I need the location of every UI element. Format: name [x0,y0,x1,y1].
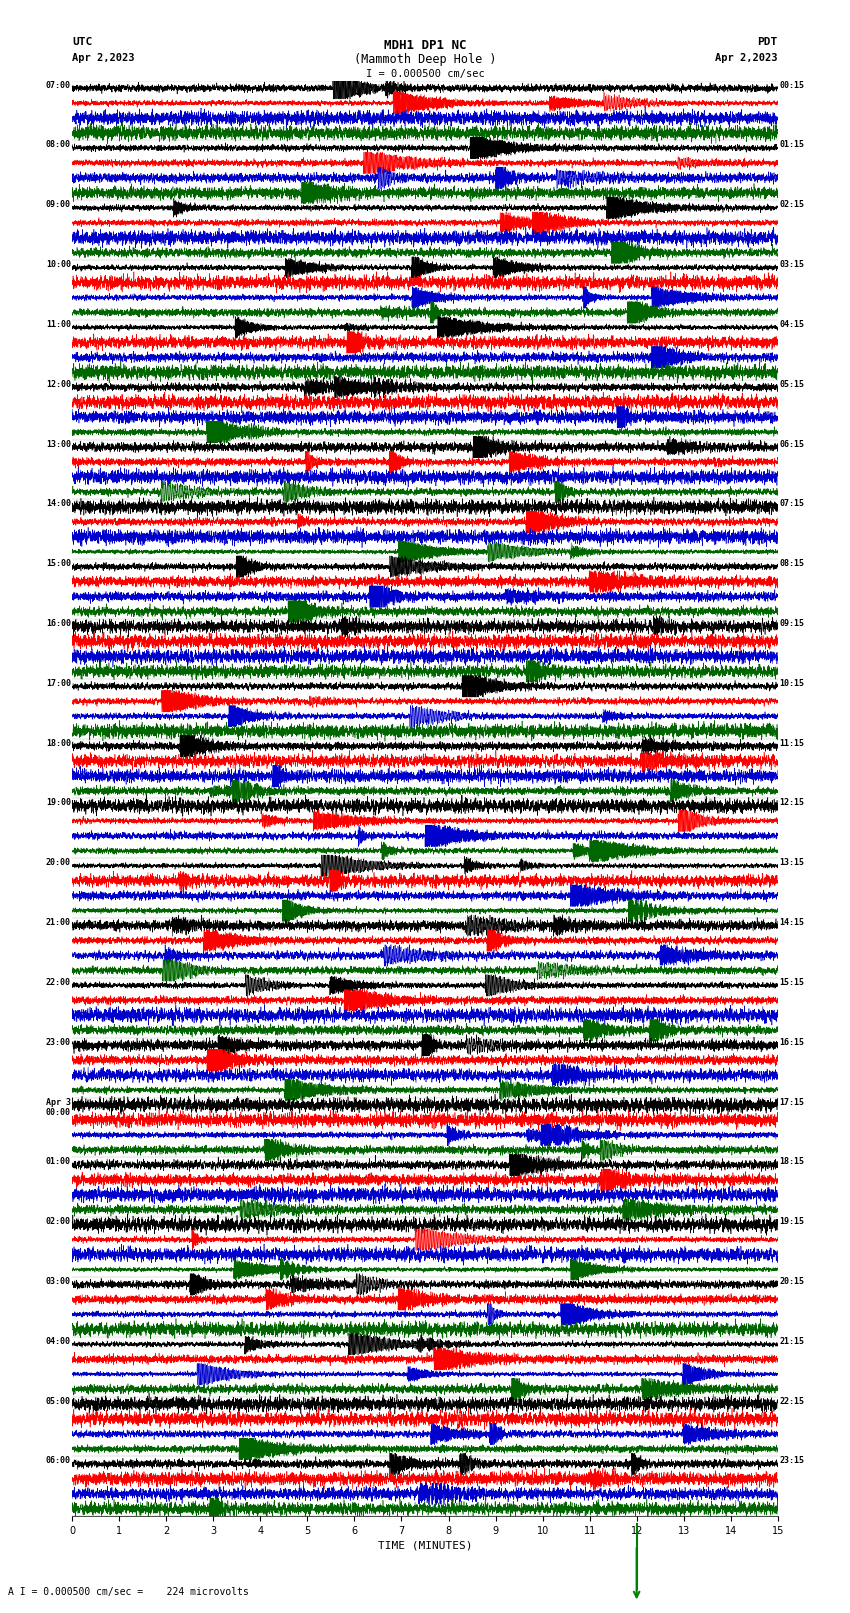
Text: 06:00: 06:00 [46,1457,71,1465]
Text: 00:15: 00:15 [779,81,804,90]
Text: 12:00: 12:00 [46,379,71,389]
Text: 20:00: 20:00 [46,858,71,868]
X-axis label: TIME (MINUTES): TIME (MINUTES) [377,1540,473,1550]
Text: 03:00: 03:00 [46,1277,71,1286]
Text: (Mammoth Deep Hole ): (Mammoth Deep Hole ) [354,53,496,66]
Text: 11:15: 11:15 [779,739,804,747]
Text: 05:00: 05:00 [46,1397,71,1405]
Text: Apr 2,2023: Apr 2,2023 [715,53,778,63]
Text: 22:15: 22:15 [779,1397,804,1405]
Text: 01:15: 01:15 [779,140,804,150]
Text: 17:15: 17:15 [779,1097,804,1107]
Text: 05:15: 05:15 [779,379,804,389]
Text: A I = 0.000500 cm/sec =    224 microvolts: A I = 0.000500 cm/sec = 224 microvolts [8,1587,249,1597]
Text: Apr 2,2023: Apr 2,2023 [72,53,135,63]
Text: 08:00: 08:00 [46,140,71,150]
Text: 03:15: 03:15 [779,260,804,269]
Text: 10:15: 10:15 [779,679,804,687]
Text: 02:15: 02:15 [779,200,804,210]
Text: 13:00: 13:00 [46,440,71,448]
Text: Apr 3
00:00: Apr 3 00:00 [46,1097,71,1116]
Text: 16:15: 16:15 [779,1037,804,1047]
Text: PDT: PDT [757,37,778,47]
Text: 15:00: 15:00 [46,560,71,568]
Text: 02:00: 02:00 [46,1218,71,1226]
Text: 21:15: 21:15 [779,1337,804,1345]
Text: 01:00: 01:00 [46,1158,71,1166]
Text: 16:00: 16:00 [46,619,71,627]
Text: 10:00: 10:00 [46,260,71,269]
Text: 15:15: 15:15 [779,977,804,987]
Text: 04:15: 04:15 [779,319,804,329]
Text: 19:15: 19:15 [779,1218,804,1226]
Text: 21:00: 21:00 [46,918,71,927]
Text: 04:00: 04:00 [46,1337,71,1345]
Text: 14:00: 14:00 [46,500,71,508]
Text: 19:00: 19:00 [46,798,71,808]
Text: 18:00: 18:00 [46,739,71,747]
Text: 23:15: 23:15 [779,1457,804,1465]
Text: 13:15: 13:15 [779,858,804,868]
Text: 08:15: 08:15 [779,560,804,568]
Text: 18:15: 18:15 [779,1158,804,1166]
Text: I = 0.000500 cm/sec: I = 0.000500 cm/sec [366,69,484,79]
Text: 12:15: 12:15 [779,798,804,808]
Text: 20:15: 20:15 [779,1277,804,1286]
Text: UTC: UTC [72,37,93,47]
Text: 14:15: 14:15 [779,918,804,927]
Text: 09:15: 09:15 [779,619,804,627]
Text: 23:00: 23:00 [46,1037,71,1047]
Text: 07:15: 07:15 [779,500,804,508]
Text: MDH1 DP1 NC: MDH1 DP1 NC [383,39,467,52]
Text: 06:15: 06:15 [779,440,804,448]
Text: 09:00: 09:00 [46,200,71,210]
Text: 07:00: 07:00 [46,81,71,90]
Text: 17:00: 17:00 [46,679,71,687]
Text: 11:00: 11:00 [46,319,71,329]
Text: 22:00: 22:00 [46,977,71,987]
